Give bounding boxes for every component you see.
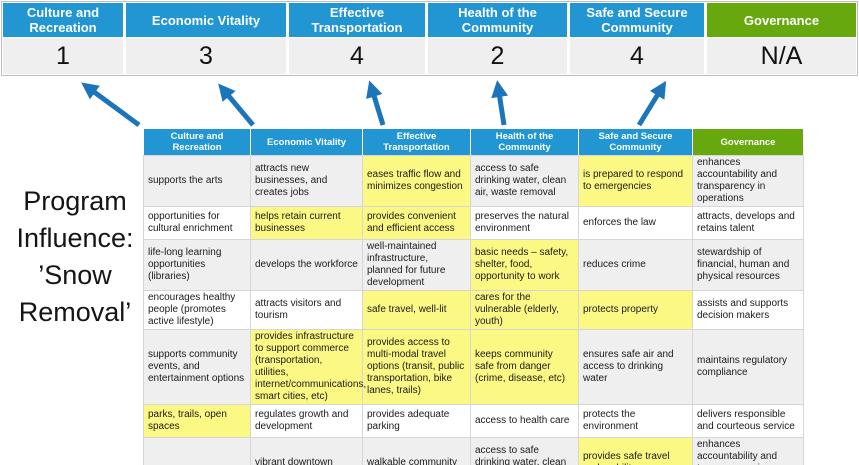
matrix-row-4: encourages healthy people (promotes acti…: [143, 290, 804, 330]
priority-score-health-of-the-community: 2: [428, 38, 567, 74]
matrix-cell-r4c2: attracts visitors and tourism: [250, 290, 363, 330]
matrix-cell-r2c6: attracts, develops and retains talent: [692, 206, 804, 240]
priority-score-effective-transportation: 4: [289, 38, 425, 74]
matrix-cell-r2c1: opportunities for cultural enrichment: [143, 206, 251, 240]
matrix-cell-r1c6: enhances accountability and transparency…: [692, 155, 804, 207]
matrix-row-2: opportunities for cultural enrichment hel…: [143, 206, 804, 240]
matrix-cell-r6c2: regulates growth and development: [250, 404, 363, 438]
priority-score-safe-and-secure-community: 4: [570, 38, 704, 74]
matrix-cell-r5c3: provides access to multi-modal travel op…: [362, 329, 471, 405]
matrix-cell-r3c2: develops the workforce: [250, 239, 363, 291]
matrix-cell-r1c3: eases traffic flow and minimizes congest…: [362, 155, 471, 207]
priority-score-governance: N/A: [707, 38, 856, 74]
matrix-cell-r7c2: vibrant downtown: [250, 437, 363, 465]
matrix-cell-r7c4: access to safe drinking water, clean air…: [470, 437, 579, 465]
matrix-header-culture-and-recreation: Culture and Recreation: [143, 128, 251, 156]
matrix-header-effective-transportation: Effective Transportation: [362, 128, 471, 156]
matrix-cell-r5c6: maintains regulatory compliance: [692, 329, 804, 405]
matrix-cell-r5c5: ensures safe air and access to drinking …: [578, 329, 693, 405]
priority-header-culture-and-recreation: Culture and Recreation: [3, 3, 123, 37]
matrix-cell-r3c4: basic needs – safety, shelter, food, opp…: [470, 239, 579, 291]
priority-header-safe-and-secure-community: Safe and Secure Community: [570, 3, 704, 37]
priorities-matrix-table: Culture and Recreation Economic Vitality E…: [143, 128, 804, 465]
matrix-cell-r4c6: assists and supports decision makers: [692, 290, 804, 330]
matrix-cell-r4c3: safe travel, well-lit: [362, 290, 471, 330]
matrix-cell-r6c1: parks, trails, open spaces: [143, 404, 251, 438]
matrix-cell-r4c1: encourages healthy people (promotes acti…: [143, 290, 251, 330]
influence-arrow-3: [366, 80, 386, 126]
influence-arrow-4: [491, 80, 509, 126]
priority-summary-bar: Culture and Recreation Economic Vitality E…: [3, 3, 856, 74]
matrix-cell-r1c5: is prepared to respond to emergencies: [578, 155, 693, 207]
matrix-cell-r7c3: walkable community: [362, 437, 471, 465]
matrix-cell-r7c6: enhances accountability and transparency…: [692, 437, 804, 465]
matrix-cell-r6c4: access to health care: [470, 404, 579, 438]
matrix-header-health-of-the-community: Health of the Community: [470, 128, 579, 156]
matrix-cell-r3c5: reduces crime: [578, 239, 693, 291]
influence-arrow-1: [81, 82, 141, 128]
matrix-cell-r1c1: supports the arts: [143, 155, 251, 207]
matrix-row-6: parks, trails, open spaces regulates grow…: [143, 404, 804, 438]
matrix-header-safe-and-secure-community: Safe and Secure Community: [578, 128, 693, 156]
influence-arrow-5: [636, 80, 667, 127]
matrix-cell-r6c3: provides adequate parking: [362, 404, 471, 438]
matrix-header-economic-vitality: Economic Vitality: [250, 128, 363, 156]
priority-header-governance: Governance: [707, 3, 856, 37]
priority-header-economic-vitality: Economic Vitality: [126, 3, 286, 37]
matrix-cell-r3c3: well-maintained infrastructure, planned …: [362, 239, 471, 291]
matrix-cell-r4c4: cares for the vulnerable (elderly, youth…: [470, 290, 579, 330]
matrix-cell-r2c5: enforces the law: [578, 206, 693, 240]
matrix-cell-r1c4: access to safe drinking water, clean air…: [470, 155, 579, 207]
matrix-header-row: Culture and Recreation Economic Vitality E…: [143, 128, 804, 156]
matrix-cell-r4c5: protects property: [578, 290, 693, 330]
matrix-cell-r7c1: [143, 437, 251, 465]
matrix-cell-r7c5: provides safe travel and mobility: [578, 437, 693, 465]
matrix-cell-r1c2: attracts new businesses, and creates job…: [250, 155, 363, 207]
matrix-row-1: supports the arts attracts new businesses…: [143, 155, 804, 207]
matrix-row-7: vibrant downtown walkable community access…: [143, 437, 804, 465]
matrix-cell-r2c4: preserves the natural environment: [470, 206, 579, 240]
matrix-cell-r5c2: provides infrastructure to support comme…: [250, 329, 366, 405]
matrix-row-3: life-long learning opportunities (librar…: [143, 239, 804, 291]
matrix-cell-r6c5: protects the environment: [578, 404, 693, 438]
priority-summary-frame: Culture and Recreation Economic Vitality E…: [1, 1, 858, 76]
matrix-cell-r5c1: supports community events, and entertain…: [143, 329, 251, 405]
matrix-row-5: supports community events, and entertain…: [143, 329, 804, 405]
matrix-cell-r2c2: helps retain current businesses: [250, 206, 363, 240]
matrix-cell-r3c1: life-long learning opportunities (librar…: [143, 239, 251, 291]
matrix-header-governance: Governance: [692, 128, 804, 156]
priority-header-effective-transportation: Effective Transportation: [289, 3, 425, 37]
matrix-cell-r5c4: keeps community safe from danger (crime,…: [470, 329, 579, 405]
influence-arrows: [81, 80, 667, 128]
program-influence-label: Program Influence: ’Snow Removal’: [16, 186, 134, 327]
influence-arrow-2: [218, 83, 255, 127]
priority-header-health-of-the-community: Health of the Community: [428, 3, 567, 37]
matrix-cell-r3c6: stewardship of financial, human and phys…: [692, 239, 804, 291]
matrix-cell-r2c3: provides convenient and efficient access: [362, 206, 471, 240]
priority-score-culture-and-recreation: 1: [3, 38, 123, 74]
matrix-cell-r6c6: delivers responsible and courteous servi…: [692, 404, 804, 438]
priority-score-economic-vitality: 3: [126, 38, 286, 74]
